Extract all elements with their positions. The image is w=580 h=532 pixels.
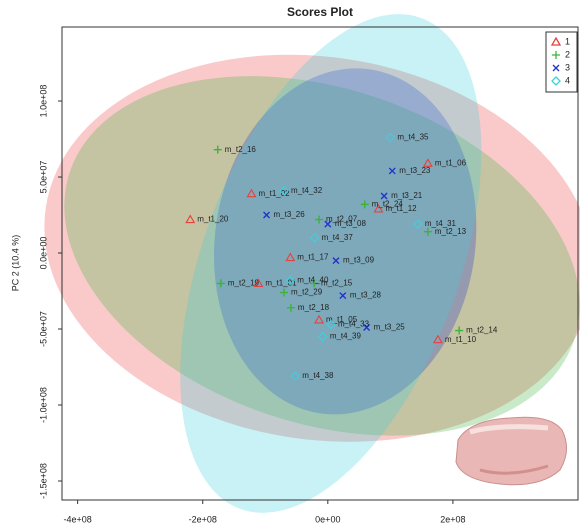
point-label: m_t3_09: [343, 256, 375, 265]
y-tick-label: 0.0e+00: [38, 237, 48, 270]
point-label: m_t2_19: [228, 279, 260, 288]
legend-label: 2: [565, 49, 570, 59]
chart: Scores Plot PC 2 (10.4 %) -4e+08 -2e+08 0e…: [0, 0, 580, 532]
point-label: m_t3_26: [274, 210, 306, 219]
point-label: m_t2_18: [298, 303, 330, 312]
chart-title: Scores Plot: [287, 5, 353, 19]
point-label: m_t3_25: [374, 323, 406, 332]
point-label: m_t3_08: [335, 219, 367, 228]
meat-photo: [456, 417, 567, 485]
point-label: m_t3_21: [391, 191, 423, 200]
point-label: m_t3_23: [399, 166, 431, 175]
x-tick-label: 0e+00: [315, 514, 340, 524]
point-label: m_t1_17: [297, 253, 329, 262]
point-label: m_t4_32: [291, 186, 323, 195]
point-label: m_t2_14: [466, 326, 498, 335]
point-label: m_t4_38: [302, 371, 334, 380]
legend-box: [546, 32, 577, 92]
legend-label: 1: [565, 36, 570, 46]
y-tick-label: -1.0e+08: [38, 387, 48, 423]
point-label: m_t4_40: [297, 275, 329, 284]
point-label: m_t4_35: [397, 133, 429, 142]
point-label: m_t1_06: [435, 158, 467, 167]
point-label: m_t4_33: [338, 320, 370, 329]
point-label: m_t1_10: [445, 335, 477, 344]
point-label: m_t4_37: [322, 233, 354, 242]
y-tick-label: -1.5e+08: [38, 463, 48, 499]
y-tick-label: 1.0e+08: [38, 85, 48, 118]
y-tick-label: 5.0e+07: [38, 161, 48, 194]
point-label: m_t2_16: [225, 145, 257, 154]
legend-label: 3: [565, 62, 570, 72]
point-label: m_t4_31: [425, 219, 457, 228]
point-label: m_t2_29: [291, 288, 323, 297]
legend-label: 4: [565, 75, 570, 85]
point-label: m_t4_39: [330, 332, 362, 341]
y-axis-label: PC 2 (10.4 %): [10, 235, 20, 292]
x-tick-label: -4e+08: [63, 514, 91, 524]
x-tick-label: 2e+08: [440, 514, 465, 524]
x-tick-label: -2e+08: [189, 514, 217, 524]
point-label: m_t1_20: [197, 215, 229, 224]
point-label: m_t3_28: [350, 291, 382, 300]
y-tick-label: -5.0e+07: [38, 311, 48, 347]
point-label: m_t2_24: [372, 199, 404, 208]
